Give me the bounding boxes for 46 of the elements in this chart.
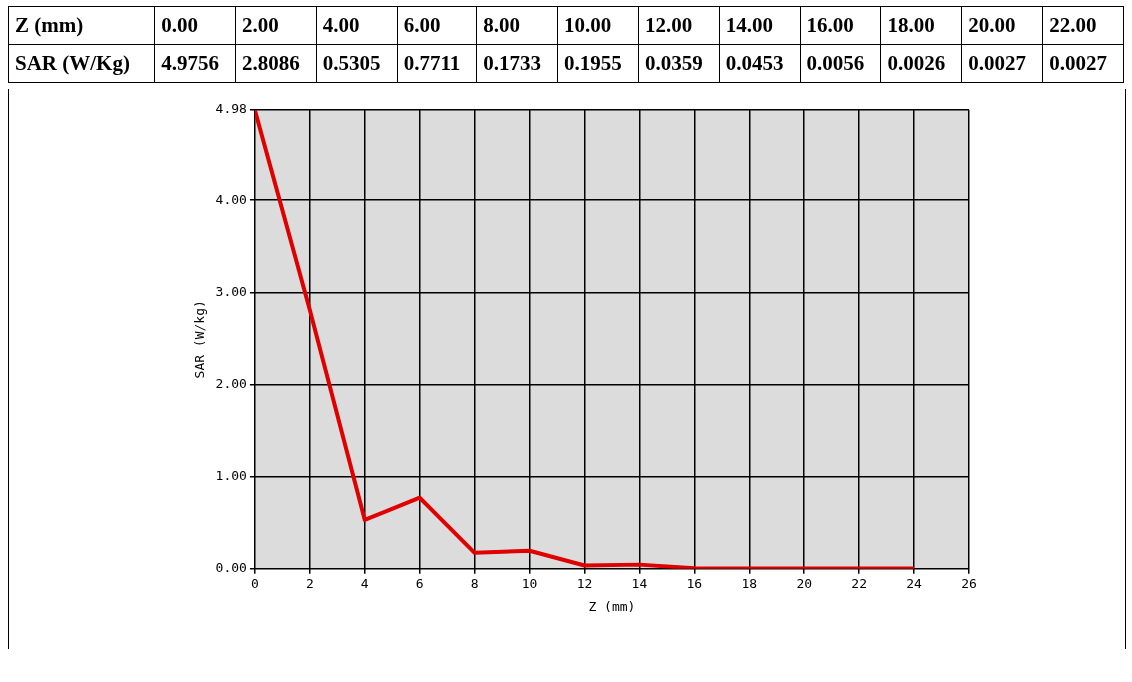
text: 10.00 [557,6,639,45]
text: 22.00 [1042,6,1124,45]
text: 12.00 [638,6,720,45]
x-tick-label: 24 [906,575,923,591]
x-tick-label: 8 [470,575,479,591]
text: 0.0359 [638,44,720,83]
text: 0.0027 [1042,44,1124,83]
x-tick-label: 26 [961,575,977,591]
x-tick-label: 20 [796,575,813,591]
x-tick-label: 10 [521,575,538,591]
x-tick-label: 0 [250,575,259,591]
x-tick-label: 14 [631,575,648,591]
text: 2.8086 [235,44,317,83]
x-tick-label: 4 [360,575,369,591]
text: 0.0056 [800,44,881,83]
text: 4.00 [316,6,398,45]
y-tick-label: 0.00 [215,560,247,576]
y-tick-label: 4.00 [215,191,247,207]
text: 0.0453 [719,44,801,83]
text: Z (mm) [8,6,155,45]
x-tick-label: 2 [305,575,314,591]
text: SAR (W/Kg) [8,44,155,83]
text: 0.0027 [961,44,1043,83]
text: 20.00 [961,6,1043,45]
y-tick-label: 2.00 [215,375,247,391]
text: 4.9756 [154,44,236,83]
y-tick-label: 4.98 [215,101,247,117]
text: 0.1733 [476,44,558,83]
text: 0.1955 [557,44,639,83]
y-axis-title: SAR (W/kg) [192,300,208,379]
y-tick-label: 1.00 [215,468,247,484]
x-tick-label: 22 [851,575,867,591]
text: 8.00 [476,6,558,45]
text: 0.7711 [397,44,477,83]
text: 14.00 [719,6,801,45]
y-tick-label: 3.00 [215,283,247,299]
x-tick-label: 18 [741,575,758,591]
text: 0.0026 [880,44,962,83]
x-tick-label: 12 [576,575,593,591]
text: 6.00 [397,6,477,45]
x-tick-label: 16 [686,575,703,591]
text: 16.00 [800,6,881,45]
text: 0.5305 [316,44,398,83]
text: 18.00 [880,6,962,45]
x-axis-title: Z (mm) [588,598,636,614]
x-tick-label: 6 [415,575,424,591]
